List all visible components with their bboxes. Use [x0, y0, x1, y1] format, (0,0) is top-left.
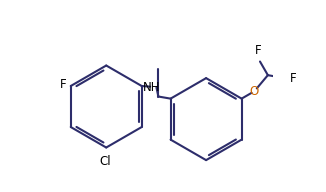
Text: Cl: Cl	[99, 155, 111, 168]
Text: O: O	[250, 85, 259, 98]
Text: F: F	[255, 44, 262, 57]
Text: F: F	[289, 72, 296, 85]
Text: F: F	[59, 79, 66, 91]
Text: NH: NH	[143, 81, 161, 94]
